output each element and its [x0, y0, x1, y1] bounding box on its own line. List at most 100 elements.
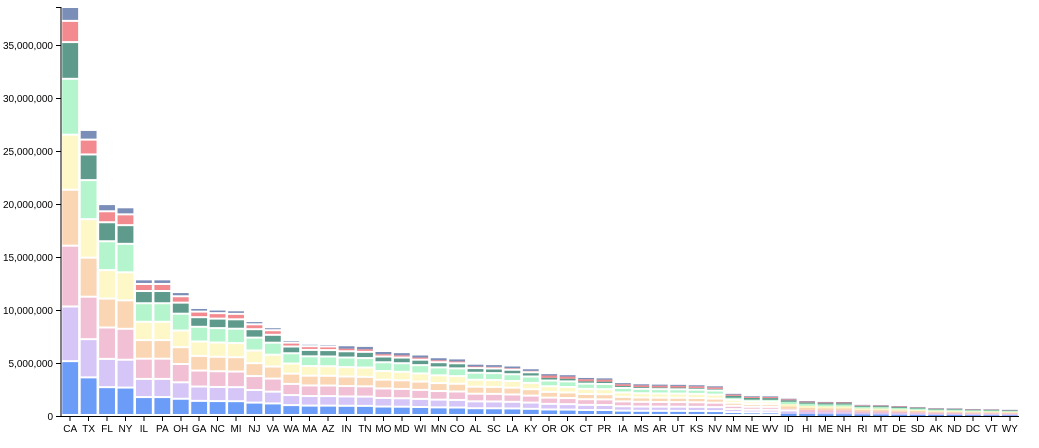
bar-segment-va-s2[interactable] — [264, 392, 281, 403]
bar-segment-az-s1[interactable] — [320, 406, 337, 414]
bar-segment-oh-s4[interactable] — [172, 348, 189, 363]
bar-segment-dc-s7[interactable] — [965, 409, 981, 411]
bar-segment-vt-s3[interactable] — [983, 413, 1000, 415]
bar-segment-me-s1[interactable] — [817, 414, 834, 416]
bar-segment-pr-s2[interactable] — [596, 405, 613, 410]
bar-stack-de[interactable] — [891, 406, 908, 416]
bar-segment-ia-s7[interactable] — [614, 385, 631, 387]
bar-segment-tx-s9[interactable] — [80, 130, 97, 139]
bar-segment-nd-s7[interactable] — [946, 409, 963, 410]
bar-segment-mo-s1[interactable] — [375, 407, 392, 414]
bar-segment-nj-s3[interactable] — [246, 377, 263, 390]
bar-segment-ma-s4[interactable] — [301, 376, 318, 385]
bar-segment-id-s7[interactable] — [780, 400, 797, 402]
bar-segment-al-s4[interactable] — [467, 387, 484, 393]
bar-segment-nv-s7[interactable] — [707, 388, 723, 390]
bar-segment-nh-s1[interactable] — [836, 414, 852, 416]
bar-segment-nv-s6[interactable] — [707, 391, 723, 394]
bar-segment-or-s6[interactable] — [541, 381, 558, 386]
bar-segment-ma-s6[interactable] — [301, 357, 318, 366]
bar-segment-pa-s4[interactable] — [154, 341, 171, 358]
bar-segment-ma-s7[interactable] — [301, 350, 318, 356]
bar-stack-va[interactable] — [264, 328, 281, 414]
bar-segment-ms-s9[interactable] — [633, 384, 650, 386]
bar-segment-hi-s9[interactable] — [799, 401, 816, 402]
bar-segment-ca-s5[interactable] — [62, 135, 79, 189]
bar-segment-mn-s7[interactable] — [430, 363, 447, 367]
bar-segment-ar-s1[interactable] — [651, 411, 668, 414]
bar-segment-co-s5[interactable] — [449, 377, 466, 383]
bar-segment-nd-s4[interactable] — [946, 411, 963, 413]
bar-segment-ut-s5[interactable] — [670, 394, 687, 397]
bar-segment-nc-s4[interactable] — [209, 357, 226, 371]
bar-segment-ne-s9[interactable] — [743, 396, 760, 397]
bar-segment-ky-s7[interactable] — [522, 373, 539, 376]
bar-segment-de-s4[interactable] — [891, 410, 908, 412]
bar-segment-co-s9[interactable] — [449, 359, 466, 362]
bar-segment-hi-s2[interactable] — [799, 412, 816, 415]
bar-segment-va-s7[interactable] — [264, 335, 281, 342]
bar-segment-ct-s3[interactable] — [578, 400, 594, 404]
bar-segment-az-s2[interactable] — [320, 397, 337, 405]
bar-segment-ia-s9[interactable] — [614, 383, 631, 385]
bar-segment-ne-s3[interactable] — [743, 407, 760, 409]
bar-segment-ca-s8[interactable] — [62, 21, 79, 42]
bar-segment-pa-s1[interactable] — [154, 398, 171, 414]
bar-segment-co-s3[interactable] — [449, 392, 466, 399]
bar-segment-nd-s5[interactable] — [946, 410, 963, 412]
bar-segment-ar-s2[interactable] — [651, 407, 668, 410]
bar-segment-sc-s4[interactable] — [486, 387, 502, 393]
bar-segment-dc-s5[interactable] — [965, 411, 981, 413]
bar-segment-mt-s2[interactable] — [872, 413, 889, 415]
bar-segment-md-s7[interactable] — [393, 358, 410, 363]
bar-segment-ny-s1[interactable] — [117, 388, 134, 414]
bar-segment-me-s4[interactable] — [817, 408, 834, 411]
bar-segment-wv-s2[interactable] — [762, 410, 779, 412]
bar-segment-nd-s3[interactable] — [946, 412, 963, 414]
bar-segment-ct-s8[interactable] — [578, 379, 594, 382]
bar-segment-wa-s8[interactable] — [283, 343, 300, 346]
bar-stack-nc[interactable] — [209, 310, 226, 414]
bar-segment-mt-s8[interactable] — [872, 405, 889, 407]
bar-segment-ia-s4[interactable] — [614, 397, 631, 401]
bar-segment-me-s5[interactable] — [817, 406, 834, 409]
bar-segment-ct-s6[interactable] — [578, 384, 594, 388]
bar-segment-ms-s7[interactable] — [633, 387, 650, 388]
bar-segment-nm-s8[interactable] — [725, 394, 742, 396]
bar-segment-ks-s1[interactable] — [688, 411, 705, 414]
bar-stack-wy[interactable] — [1001, 409, 1018, 416]
bar-stack-wv[interactable] — [762, 396, 779, 414]
bar-stack-ca[interactable] — [62, 8, 79, 414]
bar-segment-co-s8[interactable] — [449, 361, 466, 363]
bar-segment-nv-s1[interactable] — [707, 412, 723, 414]
bar-segment-or-s3[interactable] — [541, 398, 558, 403]
bar-segment-tx-s4[interactable] — [80, 258, 97, 296]
bar-segment-il-s8[interactable] — [135, 284, 152, 291]
bar-segment-dc-s4[interactable] — [965, 412, 981, 414]
bar-stack-il[interactable] — [135, 280, 152, 414]
bar-segment-nj-s7[interactable] — [246, 330, 263, 337]
bar-stack-ok[interactable] — [559, 375, 576, 414]
bar-segment-ms-s1[interactable] — [633, 411, 650, 414]
bar-segment-ak-s1[interactable] — [928, 414, 945, 416]
bar-segment-in-s4[interactable] — [338, 377, 355, 386]
bar-segment-ut-s6[interactable] — [670, 390, 687, 393]
bar-segment-wi-s2[interactable] — [412, 399, 429, 407]
bar-segment-ok-s5[interactable] — [559, 387, 576, 392]
bar-segment-nv-s4[interactable] — [707, 399, 723, 402]
bar-segment-de-s6[interactable] — [891, 407, 908, 410]
bar-segment-sc-s3[interactable] — [486, 394, 502, 401]
bar-segment-or-s8[interactable] — [541, 375, 558, 378]
bar-segment-de-s8[interactable] — [891, 406, 908, 407]
bar-segment-oh-s3[interactable] — [172, 364, 189, 382]
bar-segment-de-s3[interactable] — [891, 411, 908, 414]
bar-segment-wi-s4[interactable] — [412, 382, 429, 389]
bar-segment-fl-s1[interactable] — [99, 388, 115, 414]
bar-segment-wa-s1[interactable] — [283, 406, 300, 414]
bar-segment-mt-s4[interactable] — [872, 410, 889, 412]
bar-segment-wa-s6[interactable] — [283, 354, 300, 363]
bar-segment-nd-s2[interactable] — [946, 413, 963, 415]
bar-segment-nm-s6[interactable] — [725, 397, 742, 399]
bar-segment-me-s2[interactable] — [817, 412, 834, 415]
bar-stack-ga[interactable] — [191, 308, 208, 414]
